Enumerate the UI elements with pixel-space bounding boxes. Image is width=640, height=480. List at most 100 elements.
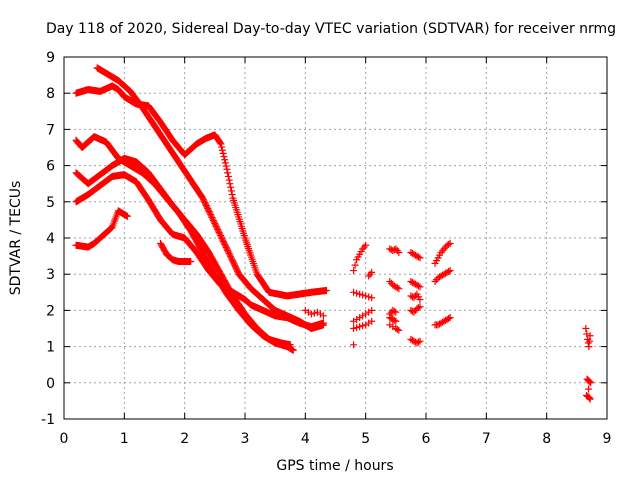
data-point (586, 337, 594, 345)
data-point (218, 143, 226, 151)
data-point (205, 208, 213, 216)
data-point (319, 319, 327, 327)
data-point (217, 233, 225, 241)
data-point (221, 156, 229, 164)
x-axis-ticks: 0 1 2 3 4 5 6 7 8 9 (60, 57, 612, 447)
data-point (350, 288, 358, 296)
x-tick-label: 7 (482, 431, 491, 447)
data-point (231, 261, 239, 269)
data-point (414, 304, 422, 312)
data-point (356, 323, 364, 331)
data-point (392, 308, 400, 316)
data-point (395, 326, 403, 334)
y-tick-label: -1 (41, 412, 55, 428)
data-point (211, 220, 219, 228)
x-tick-label: 5 (361, 431, 370, 447)
data-point (213, 224, 221, 232)
data-point (219, 149, 227, 157)
y-axis-label: SDTVAR / TECUs (8, 181, 24, 296)
data-point (408, 307, 416, 315)
data-point (289, 346, 297, 354)
data-point (368, 294, 376, 302)
data-point (351, 261, 359, 269)
data-point (221, 159, 229, 167)
data-point (209, 215, 217, 223)
data-point (416, 303, 424, 311)
data-point (226, 251, 234, 259)
data-point (228, 191, 236, 199)
data-point (390, 316, 398, 324)
data-point (583, 330, 591, 338)
data-point (585, 343, 593, 351)
x-tick-label: 9 (603, 431, 612, 447)
data-point (224, 248, 232, 256)
data-point (445, 240, 453, 248)
data-point (362, 292, 370, 300)
data-point (225, 176, 233, 184)
data-point (286, 341, 294, 349)
data-point (209, 217, 217, 225)
data-point (222, 243, 230, 251)
x-tick-label: 4 (301, 431, 310, 447)
data-point (392, 317, 400, 325)
data-point (587, 379, 595, 387)
data-point (214, 227, 222, 235)
x-tick-label: 0 (60, 431, 69, 447)
data-point (226, 252, 234, 260)
data-point (223, 245, 231, 253)
data-point (187, 258, 195, 266)
y-tick-label: 8 (46, 86, 55, 102)
data-point (229, 257, 237, 265)
data-point (353, 289, 361, 297)
data-point (585, 377, 593, 385)
data-point (359, 291, 367, 299)
data-point (584, 339, 592, 347)
data-point (368, 317, 376, 325)
chart-title: Day 118 of 2020, Sidereal Day-to-day VTE… (46, 21, 616, 37)
data-point (414, 338, 422, 346)
data-point (224, 172, 232, 180)
data-point (227, 187, 235, 195)
data-point (224, 246, 232, 254)
y-tick-label: 1 (46, 340, 55, 356)
data-point (233, 266, 241, 274)
data-point (216, 230, 224, 238)
x-axis-label: GPS time / hours (276, 458, 393, 474)
y-tick-label: 2 (46, 303, 55, 319)
y-tick-label: 3 (46, 267, 55, 283)
data-point (223, 165, 231, 173)
data-point (225, 249, 233, 257)
data-point (359, 322, 367, 330)
data-point (231, 263, 239, 271)
data-point (350, 341, 358, 349)
data-point (226, 180, 234, 188)
data-point (218, 146, 226, 154)
data-point (416, 254, 424, 262)
data-point (446, 314, 454, 322)
data-point (368, 306, 376, 314)
data-point (199, 194, 207, 202)
x-tick-label: 6 (422, 431, 431, 447)
y-tick-label: 0 (46, 376, 55, 392)
data-point (395, 248, 403, 256)
data-point (227, 183, 235, 191)
data-point (219, 236, 227, 244)
x-tick-label: 3 (241, 431, 250, 447)
data-point (585, 385, 593, 393)
data-point (214, 225, 222, 233)
data-point (206, 209, 214, 217)
data-point (204, 206, 212, 214)
data-point (201, 199, 209, 207)
x-tick-label: 2 (180, 431, 189, 447)
data-point (408, 293, 416, 301)
data-point (445, 315, 453, 323)
data-point (310, 309, 318, 317)
data-point (207, 211, 215, 219)
data-point (393, 325, 401, 333)
data-point (204, 205, 212, 213)
data-point (586, 395, 594, 403)
data-point (218, 234, 226, 242)
data-point (446, 267, 454, 275)
data-point (212, 223, 220, 231)
data-point (217, 231, 225, 239)
